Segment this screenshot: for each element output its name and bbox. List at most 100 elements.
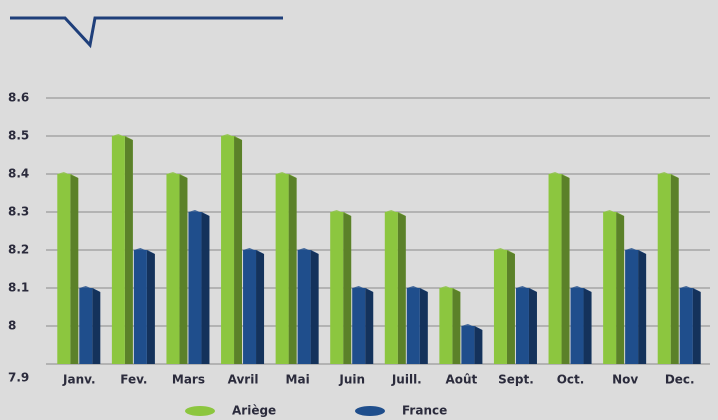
bar-side-shade <box>419 288 428 364</box>
bar-front <box>57 174 71 364</box>
bar-front <box>406 288 420 364</box>
y-tick-label: 8.6 <box>8 91 29 105</box>
bar <box>275 172 297 364</box>
bar-side <box>256 250 265 364</box>
bar-top <box>461 324 483 330</box>
bar <box>461 324 483 364</box>
bar-front <box>384 212 398 364</box>
bar-front <box>297 250 311 364</box>
bar-side <box>92 288 101 364</box>
bar <box>679 286 701 364</box>
bar-front <box>515 288 529 364</box>
bar-front <box>679 288 693 364</box>
bar-side-shade <box>692 288 701 364</box>
bar-top <box>166 172 188 178</box>
bar-front <box>275 174 289 364</box>
bar-front <box>548 174 562 364</box>
x-tick-label: Août <box>445 373 477 387</box>
bar-top <box>406 286 428 292</box>
bar-top <box>352 286 374 292</box>
bar-side <box>474 326 483 364</box>
bar-side <box>234 136 243 364</box>
bar <box>188 210 210 364</box>
legend-swatch <box>355 406 385 416</box>
bar-top <box>625 248 647 254</box>
bar-top <box>57 172 79 178</box>
bar-side-shade <box>343 212 352 364</box>
bar-side <box>310 250 319 364</box>
bar-side <box>201 212 210 364</box>
bar-top <box>133 248 155 254</box>
bar-front <box>570 288 584 364</box>
x-tick-label: Mars <box>172 373 205 387</box>
x-tick-label: Fev. <box>120 373 147 387</box>
bar-front <box>439 288 453 364</box>
y-tick-label: 8.2 <box>8 243 29 257</box>
bar-side-shade <box>616 212 625 364</box>
bar-side <box>343 212 352 364</box>
bar-top <box>679 286 701 292</box>
bar <box>111 134 133 364</box>
bar-side <box>397 212 406 364</box>
bar-top <box>275 172 297 178</box>
bar-front <box>461 326 475 364</box>
bar-side-shade <box>528 288 537 364</box>
bar-side-shade <box>474 326 483 364</box>
x-tick-label: Janv. <box>62 373 96 387</box>
bar-front <box>330 212 344 364</box>
bar-top <box>570 286 592 292</box>
bar-side-shade <box>638 250 647 364</box>
bar-side-shade <box>365 288 374 364</box>
bar-front <box>221 136 235 364</box>
bar-side <box>70 174 79 364</box>
y-tick-label: 7.9 <box>8 371 29 385</box>
bar <box>603 210 625 364</box>
bar-side-shade <box>256 250 265 364</box>
bar-top <box>515 286 537 292</box>
bar <box>330 210 352 364</box>
bar-side <box>288 174 297 364</box>
bar-side-shade <box>146 250 155 364</box>
bar-side <box>528 288 537 364</box>
bar-top <box>297 248 319 254</box>
bar <box>221 134 243 364</box>
bar <box>352 286 374 364</box>
bar-side-shade <box>92 288 101 364</box>
bar-top <box>330 210 352 216</box>
bar <box>515 286 537 364</box>
bar-side <box>616 212 625 364</box>
y-tick-label: 8.1 <box>8 281 29 295</box>
bar <box>133 248 155 364</box>
bar-side <box>365 288 374 364</box>
bar-top <box>603 210 625 216</box>
bar <box>406 286 428 364</box>
bar-side-shade <box>310 250 319 364</box>
bar-front <box>188 212 202 364</box>
bar-side-shade <box>201 212 210 364</box>
bar <box>243 248 265 364</box>
bar-side-shade <box>234 136 243 364</box>
legend-label: Ariège <box>232 404 276 418</box>
bar <box>625 248 647 364</box>
bar-top <box>657 172 679 178</box>
y-tick-label: 8.5 <box>8 129 29 143</box>
bar-side-shade <box>506 250 515 364</box>
bar-side <box>124 136 133 364</box>
bar-side <box>638 250 647 364</box>
legend-swatch <box>185 406 215 416</box>
bar-side-shade <box>70 174 79 364</box>
bar <box>166 172 188 364</box>
bar-side <box>179 174 188 364</box>
bar-top <box>79 286 101 292</box>
header-decoration <box>10 16 283 49</box>
bar-front <box>243 250 257 364</box>
bar-top <box>548 172 570 178</box>
y-tick-label: 8.3 <box>8 205 29 219</box>
bar-side-shade <box>124 136 133 364</box>
bar-front <box>79 288 93 364</box>
bar-front <box>166 174 180 364</box>
bar-front <box>625 250 639 364</box>
bar-side-shade <box>397 212 406 364</box>
bar <box>548 172 570 364</box>
